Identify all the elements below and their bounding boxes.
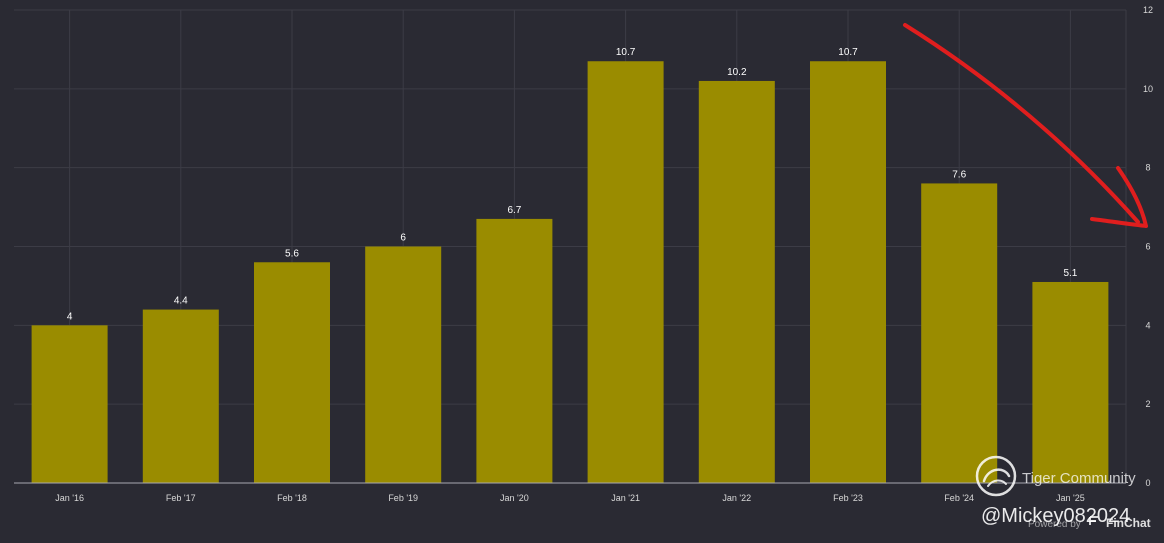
x-tick-label: Feb '19 [388, 493, 418, 503]
x-tick-label: Feb '17 [166, 493, 196, 503]
y-axis-ticks: 0 2 4 6 8 10 12 [1143, 5, 1153, 488]
bar-value-label: 7.6 [952, 169, 966, 180]
finchat-logo-icon [1089, 516, 1098, 525]
tiger-community-watermark: Tiger Community @Mickey082024 Powered by… [975, 455, 1151, 530]
x-tick-label: Feb '18 [277, 493, 307, 503]
bar [31, 325, 108, 483]
bar-value-label: 10.2 [727, 67, 747, 78]
x-tick-label: Jan '20 [500, 493, 529, 503]
bar [142, 309, 219, 483]
tiger-logo-icon [975, 455, 1017, 497]
y-tick-label: 6 [1145, 242, 1150, 252]
y-tick-label: 10 [1143, 84, 1153, 94]
red-arrow-annotation [903, 23, 1148, 228]
y-tick-label: 2 [1145, 399, 1150, 409]
bar-value-label: 6.7 [507, 205, 521, 216]
y-tick-label: 0 [1145, 478, 1150, 488]
bars [31, 61, 1109, 484]
x-tick-label: Jan '25 [1056, 493, 1085, 503]
x-tick-label: Feb '23 [833, 493, 863, 503]
bar-value-label: 5.6 [285, 248, 299, 259]
bar-value-label: 10.7 [616, 47, 636, 58]
bar-value-label: 6 [400, 233, 406, 244]
powered-by-text: Powered by [1028, 519, 1081, 530]
bar [1032, 281, 1109, 483]
arrow-head [1090, 166, 1148, 228]
y-tick-label: 8 [1145, 163, 1150, 173]
finchat-brand-text: FinChat [1106, 516, 1151, 530]
bar [698, 80, 775, 483]
bar [476, 218, 553, 484]
x-tick-label: Jan '16 [55, 493, 84, 503]
bar [810, 61, 886, 483]
bar-value-label: 10.7 [838, 47, 858, 58]
x-tick-label: Feb '24 [944, 493, 974, 503]
x-tick-label: Jan '21 [611, 493, 640, 503]
bar [921, 183, 998, 483]
bar-value-label: 4.4 [174, 296, 188, 307]
x-tick-label: Jan '22 [722, 493, 751, 503]
watermark-community-text: Tiger Community [1022, 470, 1136, 487]
bar-value-label: 4 [67, 311, 73, 322]
bar-value-label: 5.1 [1063, 268, 1077, 279]
arrow-shaft [903, 23, 1140, 224]
bar-value-labels: 4 4.4 5.6 6 6.7 10.7 10.2 10.7 7.6 5.1 [67, 47, 1078, 322]
x-axis-ticks: Jan '16 Feb '17 Feb '18 Feb '19 Jan '20 Jan '… [55, 493, 1085, 503]
bar [587, 61, 664, 483]
bar [365, 246, 442, 483]
bar [254, 262, 330, 483]
y-tick-label: 12 [1143, 5, 1153, 15]
y-tick-label: 4 [1145, 320, 1150, 330]
